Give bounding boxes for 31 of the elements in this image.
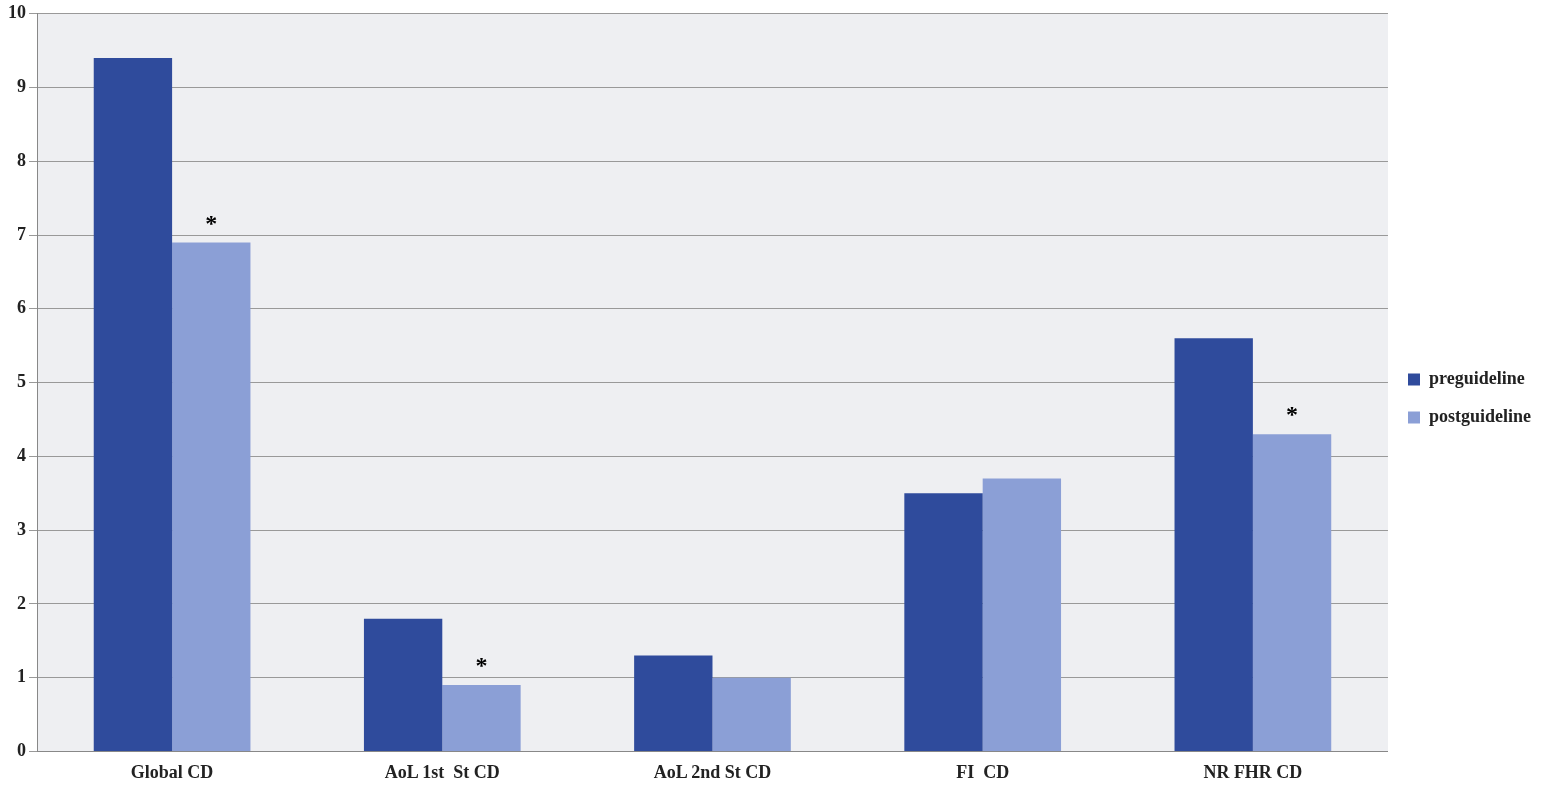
- y-tick-label: 4: [17, 445, 26, 466]
- bar: [1252, 434, 1332, 751]
- y-tick-label: 8: [17, 149, 26, 170]
- bar: [172, 242, 251, 751]
- y-tick-label: 6: [17, 297, 26, 318]
- bar: [93, 58, 173, 751]
- legend-label: preguideline: [1428, 368, 1525, 389]
- y-tick-label: 0: [17, 740, 26, 761]
- x-tick-label: AoL 2nd St CD: [653, 761, 772, 782]
- x-tick-label: NR FHR CD: [1203, 761, 1303, 782]
- y-tick-label: 1: [17, 666, 26, 687]
- bar: [634, 655, 713, 751]
- legend-label: postguideline: [1428, 406, 1532, 427]
- annotation: *: [475, 652, 488, 679]
- y-tick-label: 9: [17, 76, 26, 97]
- annotation: *: [1286, 401, 1299, 428]
- y-tick-label: 3: [17, 518, 26, 539]
- y-tick-label: 7: [17, 223, 26, 244]
- y-tick-label: 5: [17, 371, 26, 392]
- annotation: *: [205, 209, 218, 236]
- bar: [982, 478, 1062, 751]
- bar: [1174, 338, 1253, 751]
- x-tick-label: AoL 1st St CD: [384, 761, 500, 782]
- bar: [904, 493, 983, 751]
- bar: [363, 618, 443, 751]
- bar: [712, 677, 791, 751]
- x-tick-label: FI CD: [956, 761, 1010, 782]
- bar: [442, 685, 521, 751]
- y-tick-label: 2: [17, 592, 26, 613]
- y-tick-label: 10: [8, 2, 26, 23]
- x-tick-label: Global CD: [130, 761, 214, 782]
